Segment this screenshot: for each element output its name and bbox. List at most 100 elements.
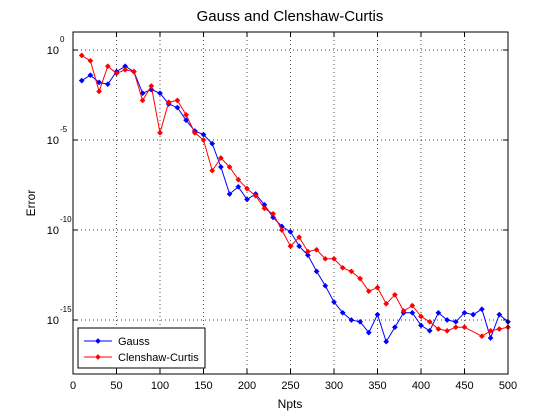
gauss-point	[461, 309, 468, 316]
clenshaw-curtis-point	[304, 248, 311, 255]
legend-box	[77, 327, 206, 369]
clenshaw-curtis-point	[244, 185, 250, 192]
gauss-point	[217, 164, 224, 170]
axis-ticks	[72, 32, 509, 374]
gauss-point	[470, 311, 477, 318]
y-tick-label: 10	[47, 225, 59, 237]
clenshaw-curtis-point	[365, 288, 372, 295]
clenshaw-curtis-point	[183, 111, 190, 118]
x-tick-label: 500	[499, 380, 517, 392]
x-tick-label: 100	[151, 380, 169, 392]
y-tick-exponent: -5	[60, 125, 68, 134]
clenshaw-curtis-point	[261, 205, 268, 212]
clenshaw-curtis-point	[339, 264, 346, 271]
clenshaw-curtis-point	[452, 324, 459, 331]
gauss-point	[383, 338, 390, 345]
gauss-point	[296, 243, 303, 250]
clenshaw-curtis-point	[200, 137, 207, 143]
gauss-point	[365, 329, 372, 336]
y-tick-label: 10	[47, 135, 59, 147]
clenshaw-curtis-point	[409, 302, 416, 309]
clenshaw-curtis-point	[374, 284, 381, 291]
clenshaw-curtis-point	[296, 234, 303, 241]
gauss-point	[357, 318, 364, 325]
clenshaw-curtis-point	[235, 176, 242, 183]
y-tick-label: 10	[47, 45, 59, 57]
gauss-point	[87, 72, 94, 79]
x-tick-label: 400	[412, 380, 430, 392]
clenshaw-curtis-point	[322, 255, 329, 262]
clenshaw-curtis-point	[165, 99, 172, 106]
clenshaw-curtis-point	[104, 63, 111, 70]
x-tick-label: 350	[368, 380, 386, 392]
gauss-point	[322, 282, 329, 289]
gauss-point	[104, 81, 111, 88]
clenshaw-curtis-point	[287, 243, 294, 250]
gauss-point	[174, 104, 181, 111]
clenshaw-curtis-point	[426, 318, 433, 325]
clenshaw-curtis-legend-marker	[95, 354, 101, 360]
x-tick-label: 0	[70, 380, 76, 392]
y-tick-exponent: -10	[60, 215, 72, 224]
clenshaw-curtis-point	[217, 155, 224, 161]
gauss-point	[287, 228, 294, 235]
x-tick-label: 450	[455, 380, 473, 392]
gauss-legend-label: Gauss	[118, 336, 150, 348]
gauss-point	[244, 196, 250, 203]
gauss-point	[478, 306, 485, 313]
clenshaw-curtis-point	[252, 192, 259, 199]
clenshaw-curtis-point	[78, 52, 85, 59]
x-tick-label: 50	[110, 380, 122, 392]
clenshaw-curtis-point	[444, 327, 451, 334]
gauss-point	[313, 268, 320, 275]
y-axis-label: Error	[24, 190, 38, 217]
clenshaw-curtis-point	[148, 83, 155, 89]
gauss-point	[418, 322, 424, 329]
clenshaw-curtis-point	[157, 129, 163, 136]
clenshaw-curtis-point	[191, 129, 198, 136]
clenshaw-curtis-point	[478, 333, 485, 340]
clenshaw-curtis-point	[487, 327, 494, 334]
clenshaw-curtis-legend-label: Clenshaw-Curtis	[118, 352, 199, 364]
clenshaw-curtis-point	[139, 97, 146, 104]
gauss-point	[409, 309, 416, 316]
gauss-point	[209, 140, 216, 147]
clenshaw-curtis-point	[226, 164, 233, 170]
clenshaw-curtis-point	[209, 167, 216, 174]
clenshaw-curtis-point	[348, 268, 355, 275]
gauss-point	[391, 324, 398, 331]
chart-title: Gauss and Clenshaw-Curtis	[197, 8, 384, 25]
clenshaw-curtis-point	[174, 97, 181, 104]
x-tick-label: 250	[281, 380, 299, 392]
gauss-point	[426, 327, 433, 334]
y-tick-label: 10	[47, 315, 59, 327]
gauss-legend-marker	[95, 338, 101, 344]
clenshaw-curtis-point	[400, 308, 407, 314]
y-tick-exponent: -15	[60, 305, 72, 314]
x-tick-label: 200	[238, 380, 256, 392]
clenshaw-curtis-point	[270, 210, 277, 217]
y-tick-exponent: 0	[60, 35, 65, 44]
gauss-point	[304, 252, 311, 259]
gauss-point	[496, 311, 503, 318]
gauss-point	[96, 79, 103, 86]
gauss-point	[487, 335, 494, 341]
gauss-point	[78, 77, 85, 84]
x-tick-label: 150	[194, 380, 212, 392]
clenshaw-curtis-point	[391, 291, 398, 298]
gauss-point	[226, 191, 233, 197]
grid	[73, 32, 508, 374]
gauss-point	[348, 317, 355, 323]
clenshaw-curtis-point	[496, 326, 503, 332]
clenshaw-curtis-point	[313, 246, 320, 253]
gauss-point	[374, 311, 381, 318]
gauss-point	[444, 317, 451, 323]
clenshaw-curtis-point	[122, 66, 129, 73]
legend: Gauss Clenshaw-Curtis	[77, 327, 206, 369]
gauss-point	[339, 309, 346, 316]
gauss-point	[331, 299, 337, 305]
x-tick-labels: 0 50 100 150 200 250 300 350 400 450 500	[70, 380, 517, 392]
clenshaw-curtis-point	[278, 227, 285, 233]
clenshaw-curtis-point	[461, 324, 468, 331]
